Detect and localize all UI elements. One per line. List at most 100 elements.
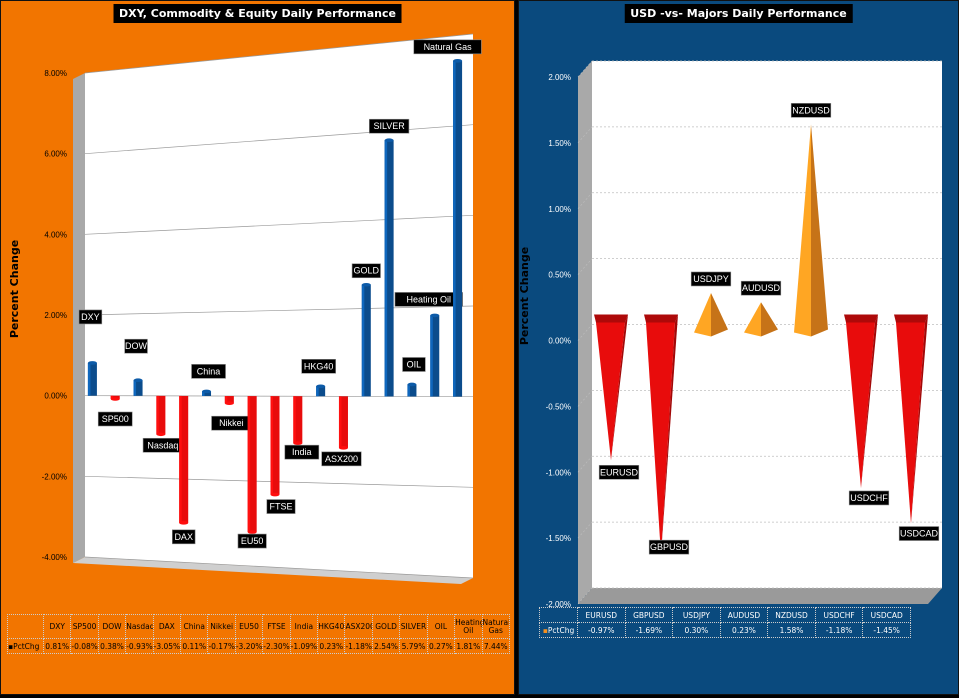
left-table-header-asx200: ASX200 (344, 614, 373, 639)
bar-china-cap (202, 389, 212, 394)
right-label-usdjpy-box (690, 271, 732, 287)
left-table-value-nasdaq: -0.93% (125, 638, 154, 654)
bar-oil-cap (407, 382, 417, 387)
bar-ftse-highlight (270, 396, 273, 495)
left-table-header-dow: DOW (97, 614, 127, 639)
left-table-value-india: -1.09% (289, 638, 319, 654)
right-gridline-side (577, 324, 593, 341)
left-label-gold-text: GOLD (354, 266, 380, 276)
left-table-header-natural-gas: Natural Gas (481, 614, 510, 639)
cone-gbpusd-top (644, 314, 678, 323)
left-table-header-china: China (180, 614, 209, 639)
left-ytick-label: 0.00% (44, 392, 67, 401)
bar-dow (133, 378, 143, 396)
left-table-value-eu50: -3.20% (234, 638, 264, 654)
left-label-india: India (284, 444, 320, 460)
left-table-value-dax: -3.05% (152, 638, 182, 654)
right-label-eurusd: EURUSD (598, 464, 640, 480)
left-label-gold-box (351, 263, 381, 279)
bar-silver-cap (384, 138, 394, 143)
right-ytick-label: 0.00% (548, 337, 571, 346)
bar-ftse-body (270, 396, 280, 495)
bar-sp500-highlight (110, 395, 114, 400)
right-table-value-eurusd: -0.97% (577, 622, 626, 638)
left-label-ftse: FTSE (266, 499, 296, 514)
bar-nikkei-body (224, 396, 234, 404)
right-data-table: EURUSD GBPUSD USDJPY AUDUSD NZDUSD USDCHF USDC… (539, 607, 911, 638)
left-label-oil-text: OIL (407, 359, 422, 369)
bar-dow-highlight (133, 380, 137, 396)
left-table-value-dxy: 0.81% (42, 638, 72, 654)
right-chart-title: USD -vs- Majors Daily Performance (624, 4, 853, 23)
left-label-natural-gas-text: Natural Gas (424, 42, 473, 52)
left-table-header-sp500: SP500 (70, 614, 99, 639)
bar-ftse (270, 396, 280, 497)
left-label-dax-text: DAX (174, 532, 193, 542)
bar-nasdaq-cap (156, 432, 166, 437)
left-ytick-label: 4.00% (44, 230, 67, 239)
left-table-value-oil: 0.27% (426, 638, 456, 654)
left-label-nasdaq-text: Nasdaq (147, 440, 178, 450)
bar-natural-gas-body (453, 60, 463, 397)
bar-gold-highlight (361, 284, 365, 397)
right-label-audusd-text: AUDUSD (742, 283, 781, 293)
bar-eu50-highlight (247, 396, 251, 533)
left-label-dxy: DXY (78, 309, 103, 325)
left-gridline (84, 214, 474, 235)
bar-dax (179, 395, 189, 525)
left-table-header-eu50: EU50 (234, 614, 264, 639)
left-label-hkg40-box (301, 358, 336, 374)
left-label-asx200-text: ASX200 (325, 454, 358, 464)
bar-gold-body (361, 284, 371, 397)
left-table-value-gold: 2.54% (371, 638, 401, 654)
right-label-gbpusd-box (648, 539, 690, 555)
bar-sp500 (110, 395, 120, 401)
left-ytick-label: 8.00% (44, 69, 67, 78)
bar-natural-gas-highlight (453, 60, 456, 397)
equity-commodity-panel: DXY, Commodity & Equity Daily Performanc… (0, 0, 515, 695)
bar-hkg40-highlight (316, 386, 319, 397)
left-floor (73, 557, 473, 584)
cone-usdchf-top (844, 314, 878, 323)
left-table-value-nikkei: -0.17% (207, 638, 236, 654)
left-label-natural-gas-box (413, 39, 482, 55)
right-label-usdcad-box (898, 526, 940, 541)
right-gridline-side (577, 192, 593, 209)
bar-eu50-cap (247, 530, 257, 534)
bar-heating-oil-cap (430, 313, 440, 318)
right-ytick-label: -1.00% (546, 468, 571, 477)
cone-nzdusd-front (794, 124, 811, 337)
bar-natural-gas (453, 59, 463, 397)
right-table-header-usdchf: USDCHF (814, 607, 864, 623)
left-label-heating-oil-text: Heating Oil (406, 294, 451, 304)
cone-usdcad (894, 314, 928, 524)
cone-audusd-side (761, 302, 778, 337)
bar-india-cap (293, 441, 303, 445)
cone-nzdusd-side (811, 124, 828, 337)
left-table-value-natural-gas: 7.44% (481, 638, 510, 654)
left-table-value-sp500: -0.08% (70, 638, 99, 654)
bar-dxy-highlight (87, 362, 91, 396)
left-label-eu50-box (237, 533, 267, 549)
left-label-dax-box (172, 529, 196, 545)
left-y-axis-label: Percent Change (8, 240, 21, 338)
right-label-nzdusd-text: NZDUSD (792, 105, 830, 115)
right-ytick-label: 2.00% (548, 73, 571, 82)
bar-nasdaq (156, 395, 166, 437)
right-label-usdjpy: USDJPY (690, 271, 732, 287)
left-label-silver-box (369, 118, 410, 134)
right-gridline-side (577, 60, 593, 78)
bar-dxy-cap (87, 361, 97, 365)
left-ytick-label: 6.00% (44, 150, 67, 159)
cone-usdjpy (694, 292, 728, 337)
right-table-header-gbpusd: GBPUSD (624, 607, 674, 623)
left-table-header-india: India (289, 614, 319, 639)
fx-majors-panel: USD -vs- Majors Daily Performance 2.00% 1… (518, 0, 959, 695)
left-table-header-silver: SILVER (399, 614, 428, 639)
cone-eurusd-side (611, 314, 628, 461)
left-label-dxy-text: DXY (81, 312, 100, 322)
right-table-header-eurusd: EURUSD (577, 607, 626, 623)
cone-eurusd-top (594, 314, 628, 323)
left-table-series-label: ▪PctChg (7, 638, 44, 654)
right-table-header-audusd: AUDUSD (719, 607, 769, 623)
